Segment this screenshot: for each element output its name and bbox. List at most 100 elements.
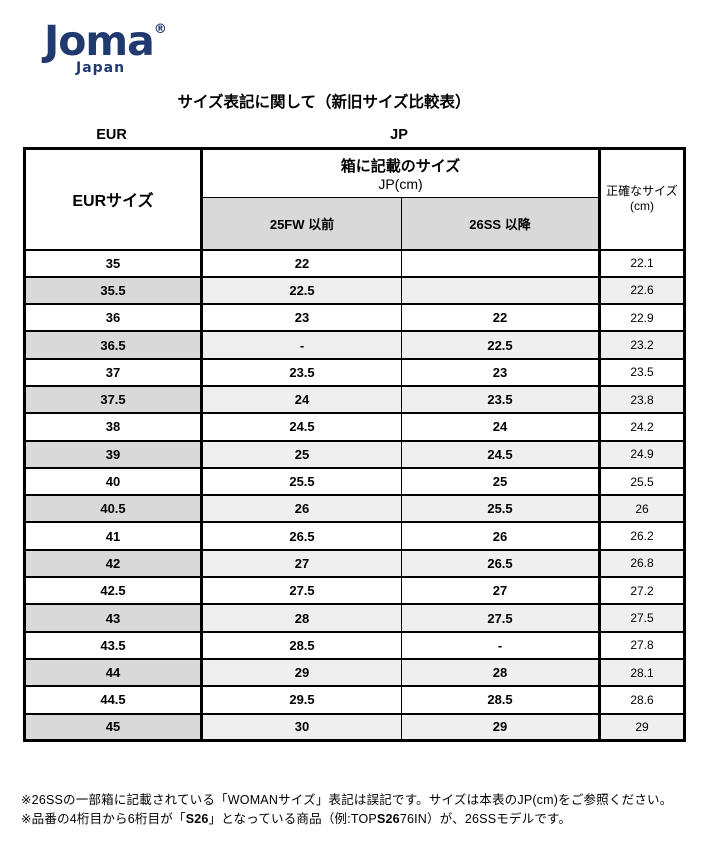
cell-26ss-size: 23 (401, 357, 601, 387)
size-table-body: 35 22 22.1 35.5 22.5 22.6 36 23 22 22.9 36.5-22.5 2… (24, 248, 685, 742)
cell-26ss-size: 23.5 (401, 384, 601, 415)
cell-eur-size: 39 (24, 439, 203, 469)
cell-accurate-size: 26.2 (599, 521, 685, 551)
cell-eur-size: 42 (24, 548, 203, 579)
cell-25fw-size: 24 (201, 384, 402, 415)
cell-eur-size: 35 (24, 248, 203, 278)
brand-text: Joma (44, 17, 155, 65)
cell-26ss-size: 28 (401, 657, 601, 688)
cell-accurate-size: 26 (599, 494, 685, 524)
header-accurate-line2: (cm) (630, 199, 654, 214)
cell-25fw-size: 22 (201, 248, 402, 278)
table-row: 40 25.5 25 25.5 (24, 466, 685, 497)
cell-25fw-size: 23 (201, 303, 402, 333)
table-row: 36.5-22.5 23.2 (24, 330, 685, 360)
cell-26ss-size: 22.5 (401, 330, 601, 360)
cell-25fw-size: 28.5 (201, 630, 402, 660)
header-box-size-line2: JP(cm) (378, 176, 423, 192)
cell-eur-size: 38 (24, 412, 203, 442)
table-row: 42 27 26.5 26.8 (24, 548, 685, 579)
cell-accurate-size: 22.1 (599, 248, 685, 278)
cell-accurate-size: 28.6 (599, 685, 685, 715)
cell-accurate-size: 25.5 (599, 466, 685, 497)
cell-26ss-size: 28.5 (401, 685, 601, 715)
cell-accurate-size: 24.2 (599, 412, 685, 442)
cell-25fw-size: 24.5 (201, 412, 402, 442)
cell-eur-size: 36.5 (24, 330, 203, 360)
table-row: 44 29 28 28.1 (24, 657, 685, 688)
cell-25fw-size: 25.5 (201, 466, 402, 497)
table-row: 40.5 26 25.5 26 (24, 494, 685, 524)
table-row: 37.5 24 23.5 23.8 (24, 384, 685, 415)
footnotes: ※26SSの一部箱に記載されている「WOMANサイズ」表記は誤記です。サイズは本… (21, 791, 697, 829)
cell-25fw-size: 27.5 (201, 576, 402, 606)
cell-eur-size: 44.5 (24, 685, 203, 715)
cell-accurate-size: 27.8 (599, 630, 685, 660)
cell-26ss-size: 22 (401, 303, 601, 333)
cell-26ss-size: 25.5 (401, 494, 601, 524)
cell-25fw-size: 23.5 (201, 357, 402, 387)
size-comparison-table: EURサイズ 箱に記載のサイズ JP(cm) 正確なサイズ (cm) 25FW … (23, 147, 686, 743)
footnote-line2: ※品番の4桁目から6桁目が「S26」となっている商品（例:TOPS2676IN）… (21, 810, 697, 829)
cell-eur-size: 40 (24, 466, 203, 497)
cell-accurate-size: 26.8 (599, 548, 685, 579)
header-26ss: 26SS 以降 (401, 197, 601, 251)
cell-25fw-size: 28 (201, 603, 402, 633)
cell-26ss-size (401, 248, 601, 278)
cell-accurate-size: 28.1 (599, 657, 685, 688)
cell-26ss-size: 26.5 (401, 548, 601, 579)
cell-25fw-size: 26.5 (201, 521, 402, 551)
header-accurate-line1: 正確なサイズ (606, 184, 678, 199)
cell-accurate-size: 27.5 (599, 603, 685, 633)
cell-25fw-size: 26 (201, 494, 402, 524)
cell-eur-size: 45 (24, 712, 203, 742)
header-25fw: 25FW 以前 (201, 197, 402, 251)
table-row: 44.5 29.5 28.5 28.6 (24, 685, 685, 715)
table-row: 39 25 24.5 24.9 (24, 439, 685, 469)
cell-accurate-size: 23.5 (599, 357, 685, 387)
cell-eur-size: 37 (24, 357, 203, 387)
cell-accurate-size: 24.9 (599, 439, 685, 469)
cell-accurate-size: 23.2 (599, 330, 685, 360)
table-row: 35 22 22.1 (24, 248, 685, 278)
header-box-size: 箱に記載のサイズ JP(cm) (201, 148, 601, 198)
cell-26ss-size: 27 (401, 576, 601, 606)
header-box-size-line1: 箱に記載のサイズ (340, 158, 461, 175)
group-label-jp: JP (390, 127, 408, 143)
cell-26ss-size: 29 (401, 712, 601, 742)
footnote-segment: 76IN）が、26SSモデルです。 (399, 811, 572, 826)
cell-25fw-size: 29 (201, 657, 402, 688)
cell-eur-size: 42.5 (24, 576, 203, 606)
table-row: 41 26.5 26 26.2 (24, 521, 685, 551)
joma-wordmark: Joma® (44, 8, 167, 63)
cell-eur-size: 37.5 (24, 384, 203, 415)
cell-26ss-size: - (401, 630, 601, 660)
cell-accurate-size: 29 (599, 712, 685, 742)
footnote-line1: ※26SSの一部箱に記載されている「WOMANサイズ」表記は誤記です。サイズは本… (21, 793, 673, 807)
joma-logo: Joma® Japan (44, 8, 167, 76)
cell-25fw-size: - (201, 330, 402, 360)
cell-25fw-size: 29.5 (201, 685, 402, 715)
cell-eur-size: 40.5 (24, 494, 203, 524)
cell-eur-size: 44 (24, 657, 203, 688)
table-row: 45 30 29 29 (24, 712, 685, 742)
cell-eur-size: 35.5 (24, 275, 203, 306)
cell-25fw-size: 25 (201, 439, 402, 469)
table-row: 38 24.5 24 24.2 (24, 412, 685, 442)
cell-26ss-size: 27.5 (401, 603, 601, 633)
cell-eur-size: 43.5 (24, 630, 203, 660)
cell-25fw-size: 22.5 (201, 275, 402, 306)
footnote-bold-segment: S26 (185, 811, 209, 826)
cell-26ss-size: 24 (401, 412, 601, 442)
cell-eur-size: 43 (24, 603, 203, 633)
cell-26ss-size (401, 275, 601, 306)
footnote-bold-segment: S26 (376, 811, 400, 826)
cell-accurate-size: 22.6 (599, 275, 685, 306)
table-row: 35.5 22.5 22.6 (24, 275, 685, 306)
header-accurate-size: 正確なサイズ (cm) (599, 148, 685, 251)
table-row: 42.5 27.5 27 27.2 (24, 576, 685, 606)
cell-26ss-size: 25 (401, 466, 601, 497)
footnote-segment: ※品番の4桁目から6桁目が「 (21, 811, 186, 826)
page-title: サイズ表記に関して（新旧サイズ比較表） (177, 94, 471, 111)
cell-eur-size: 36 (24, 303, 203, 333)
